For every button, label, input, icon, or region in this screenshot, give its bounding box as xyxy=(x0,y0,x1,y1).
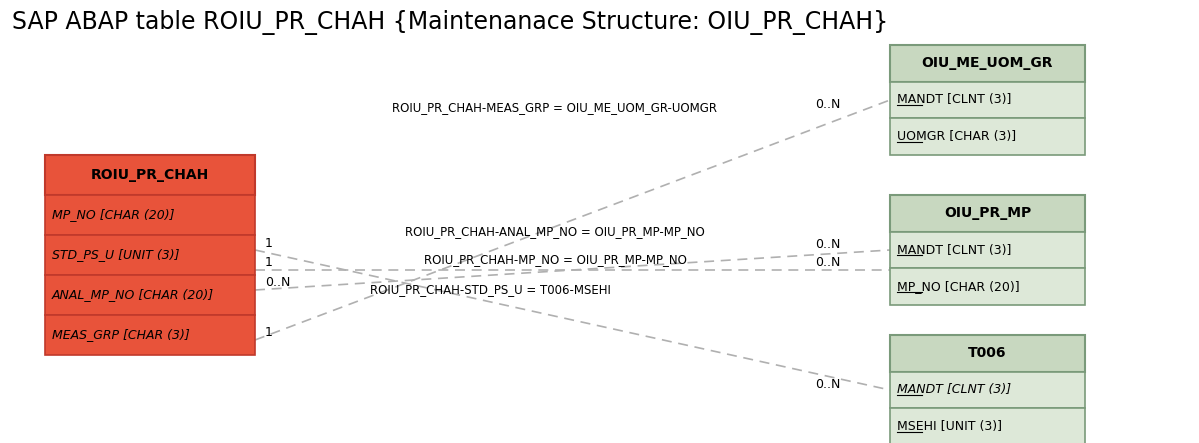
Text: ROIU_PR_CHAH-ANAL_MP_NO = OIU_PR_MP-MP_NO: ROIU_PR_CHAH-ANAL_MP_NO = OIU_PR_MP-MP_N… xyxy=(405,225,705,238)
Text: ROIU_PR_CHAH-MEAS_GRP = OIU_ME_UOM_GR-UOMGR: ROIU_PR_CHAH-MEAS_GRP = OIU_ME_UOM_GR-UO… xyxy=(392,101,717,114)
Text: OIU_ME_UOM_GR: OIU_ME_UOM_GR xyxy=(922,56,1053,70)
FancyBboxPatch shape xyxy=(890,118,1085,155)
Text: 1: 1 xyxy=(265,256,273,269)
Text: 0..N: 0..N xyxy=(814,377,840,390)
FancyBboxPatch shape xyxy=(46,275,255,315)
Text: MP_NO [CHAR (20)]: MP_NO [CHAR (20)] xyxy=(897,280,1019,293)
FancyBboxPatch shape xyxy=(46,155,255,195)
Text: 0..N: 0..N xyxy=(265,276,290,289)
Text: STD_PS_U [UNIT (3)]: STD_PS_U [UNIT (3)] xyxy=(52,249,180,261)
Text: OIU_PR_MP: OIU_PR_MP xyxy=(944,206,1031,220)
Text: T006: T006 xyxy=(969,346,1007,360)
FancyBboxPatch shape xyxy=(46,315,255,355)
Text: MP_NO [CHAR (20)]: MP_NO [CHAR (20)] xyxy=(52,209,175,222)
FancyBboxPatch shape xyxy=(890,408,1085,443)
Text: ROIU_PR_CHAH-STD_PS_U = T006-MSEHI: ROIU_PR_CHAH-STD_PS_U = T006-MSEHI xyxy=(369,284,610,296)
FancyBboxPatch shape xyxy=(890,335,1085,372)
FancyBboxPatch shape xyxy=(46,195,255,235)
Text: MANDT [CLNT (3)]: MANDT [CLNT (3)] xyxy=(897,384,1011,396)
Text: MANDT [CLNT (3)]: MANDT [CLNT (3)] xyxy=(897,93,1012,106)
Text: MSEHI [UNIT (3)]: MSEHI [UNIT (3)] xyxy=(897,420,1002,433)
Text: ANAL_MP_NO [CHAR (20)]: ANAL_MP_NO [CHAR (20)] xyxy=(52,288,215,302)
Text: 0..N: 0..N xyxy=(814,256,840,269)
Text: SAP ABAP table ROIU_PR_CHAH {Maintenanace Structure: OIU_PR_CHAH}: SAP ABAP table ROIU_PR_CHAH {Maintenanac… xyxy=(12,10,888,35)
Text: MEAS_GRP [CHAR (3)]: MEAS_GRP [CHAR (3)] xyxy=(52,329,189,342)
FancyBboxPatch shape xyxy=(890,45,1085,82)
FancyBboxPatch shape xyxy=(890,268,1085,305)
Text: 1: 1 xyxy=(265,326,273,339)
FancyBboxPatch shape xyxy=(890,232,1085,268)
FancyBboxPatch shape xyxy=(46,235,255,275)
FancyBboxPatch shape xyxy=(890,195,1085,232)
FancyBboxPatch shape xyxy=(890,82,1085,118)
FancyBboxPatch shape xyxy=(890,372,1085,408)
Text: UOMGR [CHAR (3)]: UOMGR [CHAR (3)] xyxy=(897,130,1016,143)
Text: MANDT [CLNT (3)]: MANDT [CLNT (3)] xyxy=(897,244,1012,256)
Text: 0..N: 0..N xyxy=(814,237,840,250)
Text: 0..N: 0..N xyxy=(814,97,840,110)
Text: 1: 1 xyxy=(265,237,273,249)
Text: ROIU_PR_CHAH: ROIU_PR_CHAH xyxy=(91,168,209,182)
Text: ROIU_PR_CHAH-MP_NO = OIU_PR_MP-MP_NO: ROIU_PR_CHAH-MP_NO = OIU_PR_MP-MP_NO xyxy=(423,253,687,267)
